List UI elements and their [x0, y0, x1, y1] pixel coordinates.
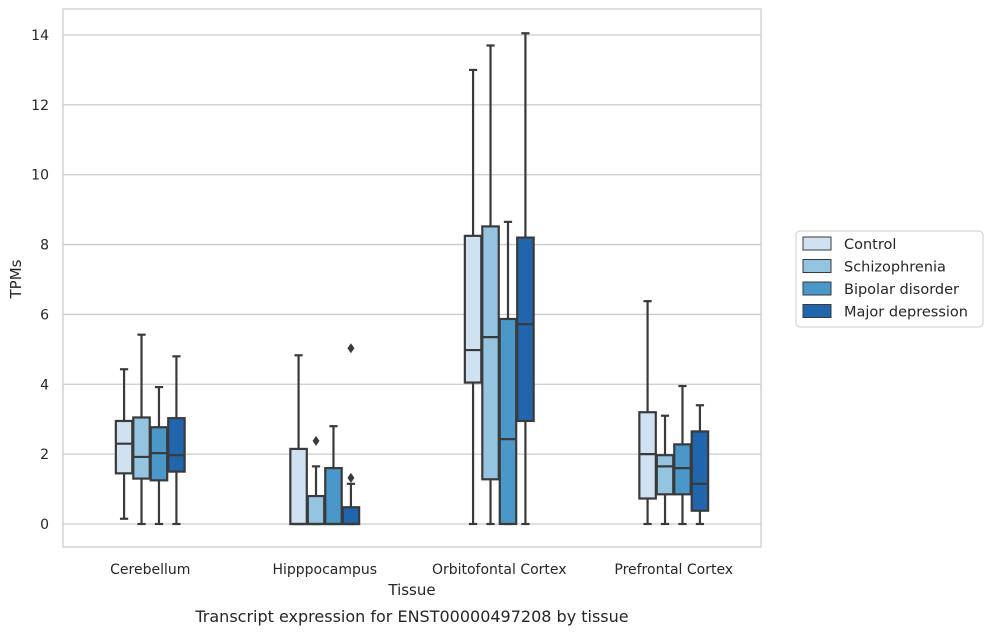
- legend-swatch: [802, 259, 832, 273]
- y-tick-label: 0: [40, 517, 49, 533]
- box-body: [463, 234, 483, 384]
- box-bipolar-disorder: [324, 425, 343, 526]
- box-control: [114, 368, 134, 520]
- box-body: [341, 506, 361, 526]
- x-axis-label: Tissue: [387, 581, 435, 599]
- box-body: [638, 411, 657, 500]
- legend-swatch: [802, 281, 832, 296]
- box-control: [289, 354, 308, 526]
- legend-entry: Control: [844, 237, 896, 253]
- x-tick-label: Hipppocampus: [272, 562, 377, 578]
- box-bipolar-disorder: [149, 385, 169, 526]
- y-tick-label: 2: [40, 447, 49, 463]
- box-body: [306, 494, 326, 526]
- x-tick-labels: Cerebellum Hipppocampus Orbitofontal Corte…: [110, 562, 733, 578]
- box-major-depression: [516, 32, 535, 526]
- box-body: [690, 430, 710, 512]
- legend-entry: Bipolar disorder: [844, 282, 959, 298]
- box-plot-series: [114, 32, 710, 526]
- legend-entry: Schizophrenia: [844, 260, 946, 276]
- box-control: [463, 68, 483, 526]
- legend-entry: Major depression: [844, 305, 968, 321]
- box-body: [114, 419, 134, 475]
- chart-caption: Transcript expression for ENST0000049720…: [194, 607, 628, 626]
- y-tick-label: 12: [31, 98, 49, 114]
- outlier-point: [347, 472, 355, 483]
- box-bipolar-disorder: [498, 220, 518, 526]
- box-schizophrenia: [655, 414, 675, 526]
- box-major-depression: [167, 355, 186, 526]
- plot-frame: [62, 8, 762, 548]
- y-tick-label: 6: [40, 307, 49, 323]
- box-body: [516, 236, 535, 423]
- box-schizophrenia: [481, 44, 500, 526]
- legend-swatch: [802, 304, 832, 318]
- box-control: [638, 300, 657, 526]
- outlier-point: [347, 343, 355, 354]
- box-body: [324, 467, 343, 526]
- box-body: [289, 447, 308, 526]
- legend: Control Schizophrenia Bipolar disorder Majo…: [795, 230, 984, 328]
- box-body: [498, 317, 518, 526]
- y-tick-label: 10: [31, 168, 49, 184]
- y-tick-label: 8: [40, 238, 49, 254]
- x-tick-label: Orbitofontal Cortex: [432, 562, 567, 578]
- legend-frame: [795, 230, 984, 328]
- box-schizophrenia: [306, 435, 326, 526]
- y-axis-label: TPMs: [7, 259, 25, 299]
- outlier-point: [312, 435, 320, 446]
- box-schizophrenia: [132, 333, 151, 526]
- x-tick-label: Cerebellum: [110, 562, 190, 578]
- y-tick-labels: 0 2 4 6 8 10 12 14: [31, 28, 49, 533]
- box-body: [132, 416, 151, 480]
- box-major-depression: [690, 404, 710, 526]
- box-body: [481, 225, 500, 481]
- y-tick-label: 14: [31, 28, 49, 44]
- y-tick-label: 4: [40, 377, 49, 393]
- box-body: [655, 454, 675, 496]
- box-body: [167, 417, 186, 473]
- x-tick-label: Prefrontal Cortex: [614, 562, 733, 578]
- box-major-depression: [341, 343, 361, 526]
- box-bipolar-disorder: [673, 384, 692, 526]
- box-body: [673, 443, 692, 496]
- legend-swatch: [802, 236, 832, 251]
